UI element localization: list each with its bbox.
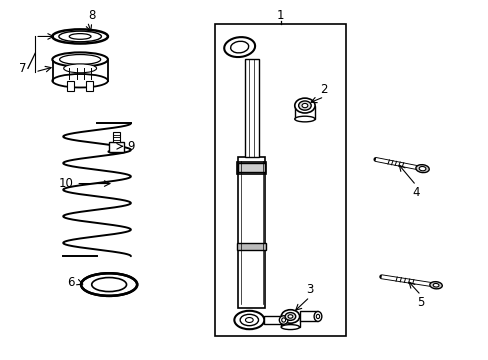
Ellipse shape: [279, 316, 287, 324]
Bar: [67, 81, 74, 91]
Ellipse shape: [52, 30, 108, 44]
Bar: [113, 132, 120, 142]
Ellipse shape: [302, 103, 307, 108]
Text: 4: 4: [411, 186, 419, 199]
Ellipse shape: [281, 318, 285, 322]
Text: 7: 7: [20, 62, 27, 75]
Ellipse shape: [298, 101, 310, 110]
Ellipse shape: [108, 150, 124, 153]
Bar: [294, 105, 314, 119]
Bar: [244, 59, 258, 157]
Ellipse shape: [316, 314, 319, 319]
Bar: [264, 316, 283, 324]
Ellipse shape: [294, 116, 314, 122]
Ellipse shape: [69, 33, 91, 39]
Bar: [109, 142, 123, 152]
Ellipse shape: [52, 74, 108, 87]
Ellipse shape: [418, 166, 425, 171]
Bar: [237, 162, 266, 174]
Text: 2: 2: [320, 83, 327, 96]
Ellipse shape: [415, 165, 428, 172]
Bar: [237, 243, 265, 250]
Bar: [281, 316, 299, 327]
Ellipse shape: [224, 37, 255, 57]
Ellipse shape: [52, 53, 108, 67]
Bar: [215, 24, 346, 336]
Ellipse shape: [432, 283, 438, 287]
Ellipse shape: [294, 98, 314, 113]
Text: 1: 1: [276, 9, 284, 22]
Bar: [299, 311, 317, 321]
Ellipse shape: [63, 64, 96, 73]
Text: 3: 3: [305, 283, 313, 296]
Ellipse shape: [245, 318, 253, 323]
Text: 9: 9: [127, 140, 134, 153]
Ellipse shape: [240, 314, 258, 326]
Text: 6: 6: [66, 276, 74, 289]
Ellipse shape: [92, 278, 126, 292]
Text: 10: 10: [58, 177, 73, 190]
Bar: [86, 81, 93, 91]
Ellipse shape: [429, 282, 441, 289]
Ellipse shape: [81, 273, 137, 296]
Ellipse shape: [60, 54, 101, 64]
Ellipse shape: [59, 31, 101, 42]
Ellipse shape: [230, 41, 248, 53]
Ellipse shape: [281, 325, 299, 329]
Ellipse shape: [313, 311, 321, 321]
Ellipse shape: [285, 312, 295, 320]
Ellipse shape: [281, 310, 299, 323]
Text: 5: 5: [416, 296, 424, 309]
Bar: [238, 157, 264, 307]
Ellipse shape: [234, 311, 264, 329]
Ellipse shape: [287, 315, 292, 318]
Bar: [238, 163, 264, 172]
Text: 8: 8: [88, 9, 96, 22]
